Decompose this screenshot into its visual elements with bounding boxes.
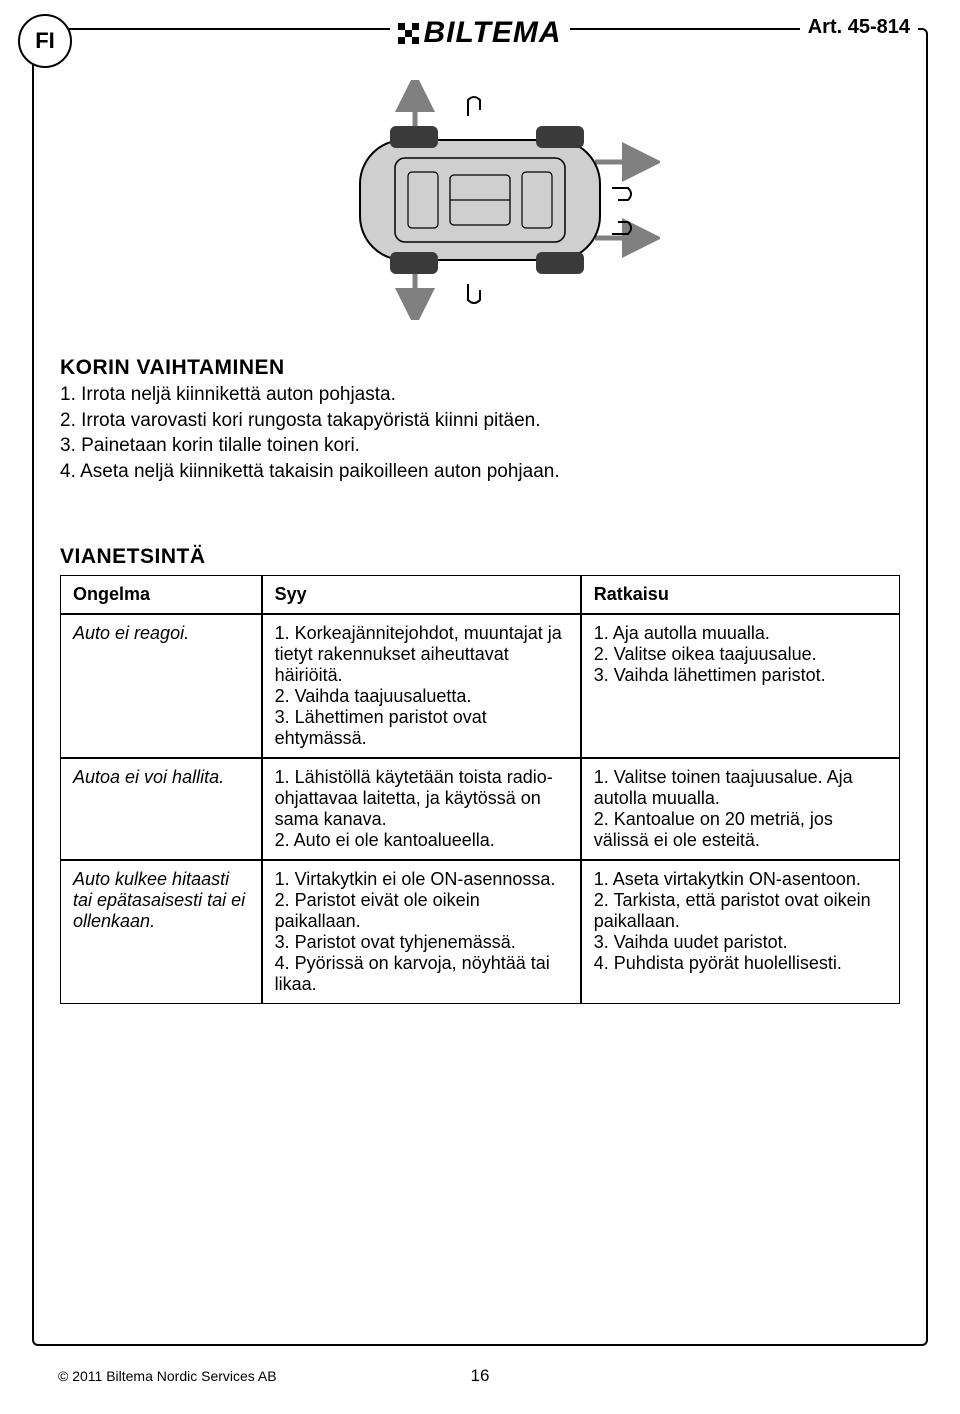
table-header-row: Ongelma Syy Ratkaisu (60, 575, 900, 614)
heading-body-change: KORIN VAIHTAMINEN (60, 356, 900, 380)
page-number: 16 (471, 1366, 490, 1386)
cell-problem: Autoa ei voi hallita. (60, 758, 262, 860)
list-item: 2. Irrota varovasti kori rungosta takapy… (60, 408, 900, 434)
cell-cause: 1. Lähistöllä käytetään toista radio-ohj… (262, 758, 581, 860)
content: KORIN VAIHTAMINEN 1. Irrota neljä kiinni… (60, 68, 900, 1004)
list-item: 4. Aseta neljä kiinnikettä takaisin paik… (60, 459, 900, 485)
list-item: 3. Painetaan korin tilalle toinen kori. (60, 433, 900, 459)
brand-logo: BILTEMA (390, 16, 569, 50)
col-solution: Ratkaisu (581, 575, 900, 614)
cell-solution: 1. Aja autolla muualla.2. Valitse oikea … (581, 614, 900, 758)
col-cause: Syy (262, 575, 581, 614)
language-badge: FI (18, 14, 72, 68)
cell-solution: 1. Valitse toinen taajuusalue. Aja autol… (581, 758, 900, 860)
brand-text: BILTEMA (423, 16, 561, 50)
car-diagram (300, 80, 660, 320)
cell-cause: 1. Virtakytkin ei ole ON-asennossa.2. Pa… (262, 860, 581, 1004)
copyright: © 2011 Biltema Nordic Services AB (58, 1368, 277, 1384)
table-row: Autoa ei voi hallita. 1. Lähistöllä käyt… (60, 758, 900, 860)
article-number: Art. 45-814 (800, 16, 918, 39)
troubleshooting-table: Ongelma Syy Ratkaisu Auto ei reagoi. 1. … (60, 575, 900, 1004)
page: FI BILTEMA Art. 45-814 (0, 0, 960, 1414)
cell-problem: Auto kulkee hitaasti tai epätasaisesti t… (60, 860, 262, 1004)
cell-solution: 1. Aseta virtakytkin ON-asentoon.2. Tark… (581, 860, 900, 1004)
table-row: Auto ei reagoi. 1. Korkeajännitejohdot, … (60, 614, 900, 758)
col-problem: Ongelma (60, 575, 262, 614)
body-change-steps: 1. Irrota neljä kiinnikettä auton pohjas… (60, 382, 900, 485)
footer: © 2011 Biltema Nordic Services AB 16 (58, 1368, 902, 1384)
cell-problem: Auto ei reagoi. (60, 614, 262, 758)
checker-icon (398, 23, 419, 44)
cell-cause: 1. Korkeajännitejohdot, muuntajat ja tie… (262, 614, 581, 758)
heading-troubleshooting: VIANETSINTÄ (60, 545, 900, 569)
car-diagram-wrap (60, 80, 900, 320)
language-code: FI (35, 28, 55, 54)
list-item: 1. Irrota neljä kiinnikettä auton pohjas… (60, 382, 900, 408)
table-row: Auto kulkee hitaasti tai epätasaisesti t… (60, 860, 900, 1004)
